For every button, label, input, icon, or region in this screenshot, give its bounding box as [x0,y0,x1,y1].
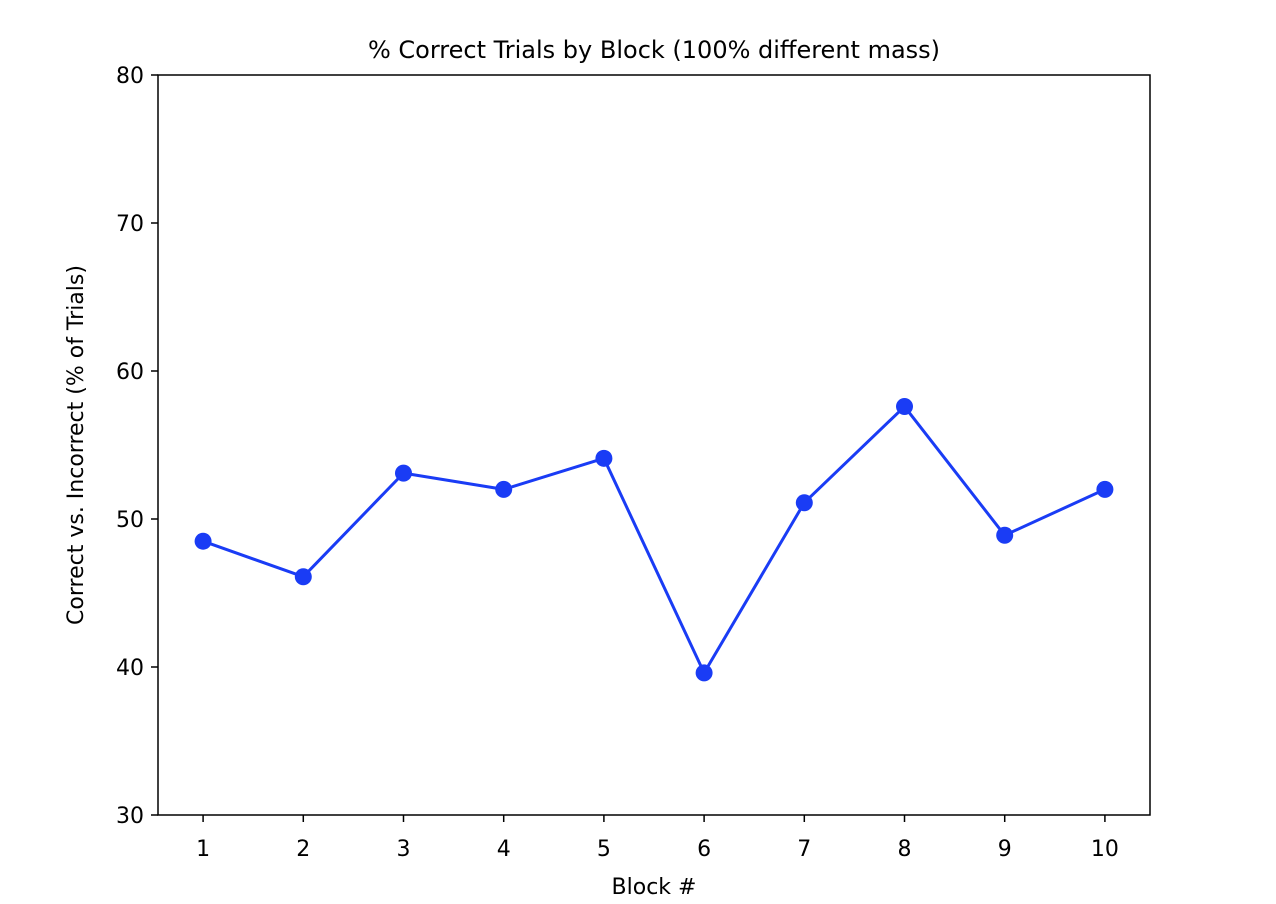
data-point [896,398,914,416]
data-point [394,464,412,482]
series-line [201,405,1107,675]
x-tick-label: 7 [797,837,811,862]
x-axis-title: Block # [612,875,697,900]
x-tick-label: 4 [497,837,511,862]
series-layer [194,398,1114,682]
y-tick-label: 50 [116,508,144,533]
x-tick-label: 5 [597,837,611,862]
x-tick-label: 6 [697,837,711,862]
data-point [495,480,513,498]
y-tick-label: 30 [116,804,144,829]
y-tick-label: 70 [116,212,144,237]
x-tick-label: 10 [1091,837,1119,862]
x-axis: 1 2 3 4 5 6 7 8 9 10 [196,815,1119,862]
y-tick-label: 40 [116,656,144,681]
y-axis-title: Correct vs. Incorrect (% of Trials) [64,265,89,625]
y-axis: 30 40 50 60 70 80 [116,64,158,829]
data-point [996,526,1014,544]
x-tick-label: 2 [296,837,310,862]
chart-title: % Correct Trials by Block (100% differen… [368,36,940,64]
data-point [695,664,713,682]
data-point [795,494,813,512]
data-point [595,449,613,467]
x-tick-label: 8 [898,837,912,862]
plot-area-frame [157,74,1151,816]
data-point [1096,480,1114,498]
y-tick-label: 60 [116,360,144,385]
x-tick-label: 1 [196,837,210,862]
data-point [194,532,212,550]
data-point [294,568,312,586]
y-tick-label: 80 [116,64,144,89]
x-tick-label: 3 [396,837,410,862]
x-tick-label: 9 [998,837,1012,862]
